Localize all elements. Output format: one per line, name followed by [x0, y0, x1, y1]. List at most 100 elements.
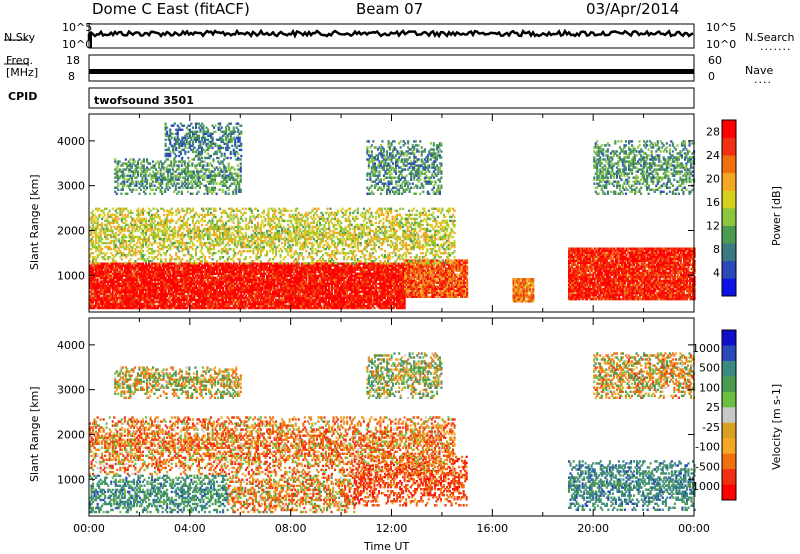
- nsearch-legend-dots: ·······: [760, 43, 791, 56]
- velocity-band-1: [227, 474, 356, 514]
- power-colorbar-swatch-7: [722, 155, 736, 174]
- velocity-panel: 1000 2000 3000 4000 00:00 04:00 08:00 12:00 16:0…: [57, 317, 710, 535]
- nsky-trace: [87, 28, 694, 40]
- beam-label: Beam 07: [356, 0, 423, 18]
- power-colorbar-swatch-6: [722, 172, 736, 191]
- power-ytick-label-2: 3000: [57, 180, 85, 193]
- nsearch-tick-bottom: 10^0: [706, 38, 736, 51]
- velocity-colorbar-swatch-8: [722, 453, 736, 470]
- power-band-8: [593, 140, 696, 195]
- power-band-0: [89, 262, 406, 310]
- nave-label: Nave: [745, 64, 773, 77]
- velocity-colorbar-swatch-4: [722, 391, 736, 408]
- velocity-colorbar-swatch-3: [722, 376, 736, 393]
- velocity-colorbar-tick-3: 25: [706, 401, 720, 414]
- velocity-ytick-label-3: 4000: [57, 339, 85, 352]
- power-colorbar-tick-3: 16: [706, 196, 720, 209]
- velocity-band-0: [89, 474, 229, 514]
- power-colorbar-tick-6: 28: [706, 126, 720, 139]
- velocity-band-5: [114, 366, 242, 399]
- velocity-colorbar-swatch-9: [722, 469, 736, 485]
- power-band-1: [404, 259, 469, 298]
- power-colorbar-tick-5: 24: [706, 149, 720, 162]
- velocity-band-4: [89, 416, 456, 476]
- velocity-colorbar-tick-0: 1000: [692, 342, 720, 355]
- power-colorbar-swatch-4: [722, 208, 736, 226]
- power-colorbar-swatch-5: [722, 190, 736, 209]
- freq-tick-bottom: 8: [68, 70, 75, 83]
- velocity-colorbar-tick-7: -1000: [688, 480, 720, 493]
- velocity-colorbar-swatch-10: [722, 484, 736, 501]
- velocity-colorbar-tick-4: -25: [702, 421, 720, 434]
- nsky-tick-top: 10^5: [62, 21, 92, 34]
- xtick-label-1: 04:00: [174, 522, 206, 535]
- chart-title: Dome C East (fitACF): [92, 0, 250, 18]
- freq-tick-top: 18: [66, 54, 80, 67]
- velocity-colorbar-swatch-6: [722, 422, 736, 439]
- power-band-6: [164, 122, 243, 160]
- velocity-colorbar-swatch-5: [722, 407, 736, 424]
- freq-unit: [MHz]: [6, 66, 38, 79]
- nsearch-tick-top: 10^5: [706, 21, 736, 34]
- power-colorbar-swatch-0: [722, 278, 736, 297]
- power-ytick-label-0: 1000: [57, 269, 85, 282]
- power-band-3: [568, 247, 696, 301]
- velocity-cells: [89, 352, 696, 514]
- power-ytick-label-3: 4000: [57, 135, 85, 148]
- velocity-ytick-label-1: 2000: [57, 428, 85, 441]
- cpid-value: twofsound 3501: [94, 94, 194, 107]
- power-colorbar-swatch-8: [722, 137, 736, 156]
- nave-legend-dots: ····: [754, 76, 772, 89]
- date-label: 03/Apr/2014: [586, 0, 679, 18]
- nsky-label: N.Sky: [4, 31, 35, 44]
- xtick-label-3: 12:00: [376, 522, 408, 535]
- velocity-colorbar-tick-1: 500: [699, 362, 720, 375]
- top-panels: [4, 23, 695, 109]
- velocity-colorbar-tick-2: 100: [699, 381, 720, 394]
- nsearch-label: N.Search: [745, 31, 795, 44]
- power-cells: [89, 122, 696, 310]
- velocity-ytick-label-0: 1000: [57, 473, 85, 486]
- velocity-band-6: [366, 352, 443, 399]
- power-colorbar-tick-2: 12: [706, 220, 720, 233]
- power-band-5: [114, 158, 242, 195]
- power-colorbar-tick-1: 8: [713, 243, 720, 256]
- velocity-colorbar-swatch-1: [722, 345, 736, 362]
- power-ytick-label-1: 2000: [57, 224, 85, 237]
- power-colorbar-tick-0: 4: [713, 267, 720, 280]
- xtick-label-2: 08:00: [275, 522, 307, 535]
- velocity-colorbar-swatch-2: [722, 360, 736, 377]
- nave-tick-bottom: 0: [708, 70, 715, 83]
- power-colorbar-swatch-3: [722, 225, 736, 244]
- freq-trace: [89, 69, 694, 74]
- velocity-colorbar-tick-5: -100: [695, 441, 720, 454]
- power-colorbar-swatch-2: [722, 243, 736, 262]
- velocity-band-7: [593, 352, 696, 399]
- velocity-colorbar-swatch-7: [722, 438, 736, 454]
- velocity-colorbar-swatch-0: [722, 330, 736, 346]
- nsky-tick-bottom: 10^0: [62, 38, 92, 51]
- power-colorbar-swatch-1: [722, 260, 736, 279]
- power-band-2: [512, 278, 535, 303]
- velocity-colorbar-frame: [721, 329, 737, 501]
- cpid-panel-frame: [88, 87, 695, 109]
- velocity-band-3: [568, 460, 696, 511]
- velocity-colorbar-tick-6: -500: [695, 460, 720, 473]
- xtick-label-0: 00:00: [73, 522, 105, 535]
- velocity-ytick-label-2: 3000: [57, 384, 85, 397]
- xtick-label-4: 16:00: [476, 522, 508, 535]
- power-panel: 1000 2000 3000 4000: [57, 113, 696, 313]
- freq-panel-frame: [88, 54, 695, 82]
- xaxis-label: Time UT: [364, 540, 409, 553]
- nave-tick-top: 60: [708, 54, 722, 67]
- xtick-label-5: 20:00: [577, 522, 609, 535]
- xtick-label-6: 00:00: [678, 522, 710, 535]
- cpid-label: CPID: [8, 90, 37, 103]
- power-band-7: [366, 140, 443, 195]
- colorbars: 4 8 12 16 20 24 28 1000 500 100 25 -25 -100 -500 -1000: [688, 119, 737, 501]
- power-colorbar-frame: [721, 119, 737, 297]
- power-colorbar-swatch-9: [722, 120, 736, 138]
- power-band-4: [89, 207, 456, 265]
- power-colorbar-tick-4: 20: [706, 173, 720, 186]
